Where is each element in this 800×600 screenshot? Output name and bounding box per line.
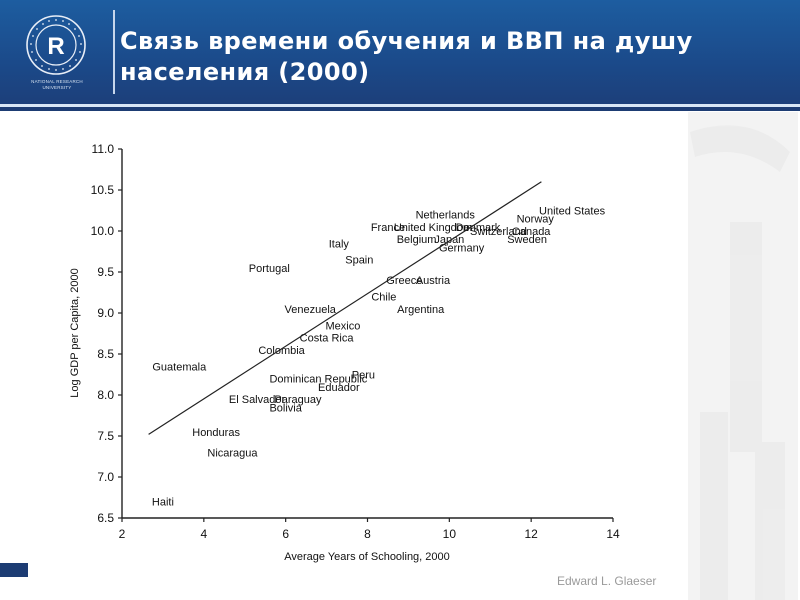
country-label: Haiti xyxy=(152,497,174,509)
header-rule-light xyxy=(0,104,800,107)
watermark-logo-icon xyxy=(688,112,798,600)
slide-title-line2: населения (2000) xyxy=(120,58,370,86)
country-label: Switzerland xyxy=(470,226,527,238)
country-label: Portugal xyxy=(249,263,290,275)
y-tick-label: 8.0 xyxy=(97,388,114,402)
slide-title-line1: Связь времени обучения и ВВП на душу xyxy=(120,27,693,55)
y-tick-label: 6.5 xyxy=(97,511,114,525)
x-tick-label: 10 xyxy=(443,527,457,541)
y-tick-label: 11.0 xyxy=(92,142,115,156)
y-tick-label: 7.5 xyxy=(97,429,114,443)
country-label: Sweden xyxy=(507,234,547,246)
x-tick-label: 6 xyxy=(282,527,289,541)
country-label: Paraguay xyxy=(274,394,322,406)
country-label: Chile xyxy=(371,292,396,304)
y-tick-label: 10.5 xyxy=(91,183,115,197)
x-tick-label: 14 xyxy=(606,527,620,541)
logo-caption: NATIONAL RESEARCH UNIVERSITY xyxy=(14,79,100,91)
y-tick-label: 7.0 xyxy=(97,470,114,484)
country-label: United States xyxy=(539,206,606,218)
x-tick-label: 8 xyxy=(364,527,371,541)
author-credit: Edward L. Glaeser xyxy=(557,574,657,588)
country-label: France xyxy=(371,222,405,234)
logo-caption-line2: UNIVERSITY xyxy=(42,85,72,90)
country-label: Netherlands xyxy=(416,210,476,222)
country-label: Belgium xyxy=(397,234,437,246)
chart-points: Haiti Nicaragua Honduras Guatemala El Salvad… xyxy=(152,206,606,509)
country-label: Costa Rica xyxy=(300,333,355,345)
country-label: Honduras xyxy=(192,427,240,439)
y-tick-label: 9.5 xyxy=(97,265,114,279)
country-label: Peru xyxy=(352,370,375,382)
country-label: Venezuela xyxy=(285,304,337,316)
country-label: Canada xyxy=(512,226,551,238)
y-tick-label: 9.0 xyxy=(97,306,114,320)
footer-accent-bar xyxy=(0,563,28,577)
x-tick-label: 12 xyxy=(524,527,538,541)
country-label: United Kingdom xyxy=(394,222,472,234)
y-tick-label: 10.0 xyxy=(91,224,115,238)
country-label: Italy xyxy=(329,238,350,250)
country-label: Argentina xyxy=(397,304,445,316)
country-label: Denmark xyxy=(456,222,501,234)
country-label: El Salvador xyxy=(229,394,286,406)
country-label: Eduador xyxy=(318,382,360,394)
y-tick-label: 8.5 xyxy=(97,347,114,361)
svg-text:R: R xyxy=(47,33,64,60)
header-divider xyxy=(113,10,115,94)
country-label: Dominican Republic xyxy=(269,374,367,386)
trend-line xyxy=(148,181,542,435)
country-label: Japan xyxy=(434,234,464,246)
country-label: Nicaragua xyxy=(207,447,258,459)
country-label: Bolivia xyxy=(269,402,302,414)
country-label: Greece xyxy=(386,275,422,287)
header-rule-dark xyxy=(0,107,800,111)
country-label: Guatemala xyxy=(152,361,207,373)
logo-caption-line1: NATIONAL RESEARCH xyxy=(31,79,83,84)
country-label: Spain xyxy=(345,255,373,267)
country-label: Mexico xyxy=(326,320,361,332)
x-axis-label: Average Years of Schooling, 2000 xyxy=(284,551,450,563)
x-tick-label: 2 xyxy=(119,527,126,541)
hse-logo-icon: R xyxy=(26,15,86,75)
slide-title: Связь времени обучения и ВВП на душу нас… xyxy=(120,26,780,88)
country-label: Germany xyxy=(439,242,485,254)
chart-axes: 2 4 6 8 10 12 14 6.5 7.0 7.5 8.0 8.5 9.0 9.5 10.0 10.5 1… xyxy=(91,142,620,541)
country-label: Colombia xyxy=(258,345,305,357)
x-tick-label: 4 xyxy=(200,527,207,541)
slide-header: R NATIONAL RESEARCH UNIVERSITY Связь вре… xyxy=(0,0,800,104)
country-label: Austria xyxy=(416,275,451,287)
country-label: Norway xyxy=(517,214,555,226)
y-axis-label: Log GDP per Capita, 2000 xyxy=(69,268,81,397)
